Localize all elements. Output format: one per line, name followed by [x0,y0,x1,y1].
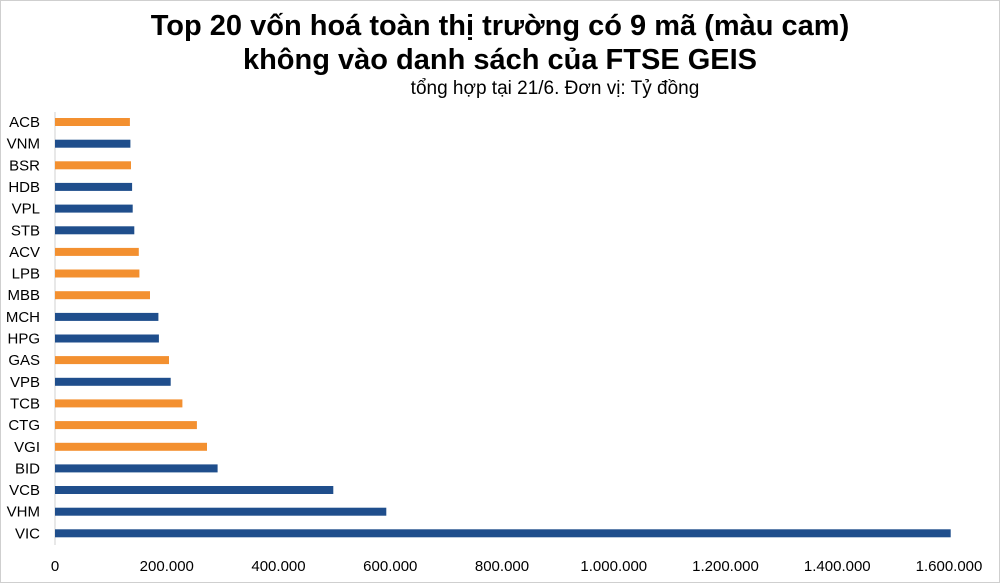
x-tick-label: 1.600.000 [916,558,983,575]
category-label-mch: MCH [6,309,40,326]
category-label-bid: BID [15,460,40,477]
category-label-acv: ACV [9,244,40,261]
bar-vnm [55,139,131,148]
x-tick-label: 1.200.000 [692,558,759,575]
bar-vpl [55,204,133,213]
category-label-vcb: VCB [9,482,40,499]
category-label-hpg: HPG [7,331,40,348]
x-tick-label: 200.000 [140,558,194,575]
category-label-vpl: VPL [12,201,40,218]
x-tick-label: 400.000 [251,558,305,575]
x-tick-label: 1.000.000 [580,558,647,575]
bar-bsr [55,161,131,170]
bar-vhm [55,507,387,516]
bar-lpb [55,269,140,278]
category-label-vgi: VGI [14,439,40,456]
category-label-tcb: TCB [10,395,40,412]
x-tick-label: 600.000 [363,558,417,575]
bar-mch [55,312,159,321]
bar-mbb [55,291,150,300]
category-label-gas: GAS [8,352,40,369]
category-label-acb: ACB [9,114,40,131]
category-label-bsr: BSR [9,157,40,174]
category-label-vic: VIC [15,525,40,542]
category-label-stb: STB [11,222,40,239]
bar-hpg [55,334,159,343]
category-label-mbb: MBB [7,287,40,304]
category-label-ctg: CTG [8,417,40,434]
x-tick-label: 0 [51,558,59,575]
category-label-vnm: VNM [7,136,40,153]
bar-vic [55,529,951,538]
bar-vgi [55,442,207,451]
bar-tcb [55,399,183,408]
category-label-hdb: HDB [8,179,40,196]
bar-vpb [55,377,171,386]
chart-title: Top 20 vốn hoá toàn thị trường có 9 mã (… [150,10,850,42]
bar-ctg [55,421,197,430]
chart-title-line2: không vào danh sách của FTSE GEIS [242,44,758,76]
bar-vcb [55,486,334,494]
bar-gas [55,356,169,365]
bar-hdb [55,182,133,191]
bar-acb [55,118,130,126]
category-label-vpb: VPB [10,374,40,391]
category-label-lpb: LPB [12,266,40,283]
category-label-vhm: VHM [7,504,40,521]
chart-subtitle: tổng hợp tại 21/6. Đơn vị: Tỷ đồng [410,78,700,99]
x-tick-label: 800.000 [475,558,529,575]
x-tick-label: 1.400.000 [804,558,871,575]
bar-stb [55,226,135,235]
bar-acv [55,247,139,256]
bar-bid [55,464,218,473]
